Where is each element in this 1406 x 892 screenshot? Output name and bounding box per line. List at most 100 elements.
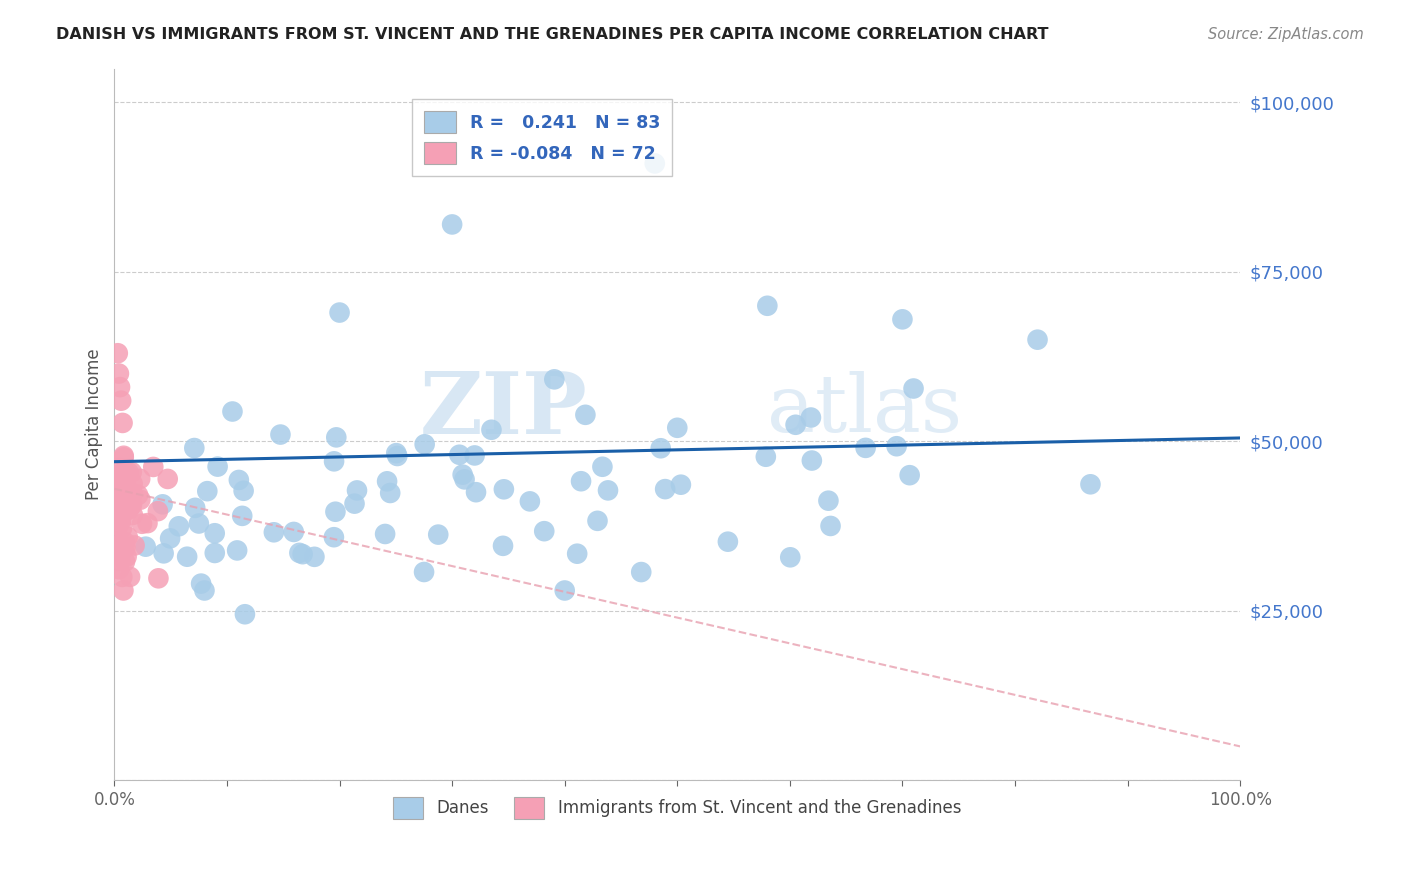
Point [129,492,152,507]
Point [855,441,877,455]
Point [574,408,596,422]
Point [193,583,215,598]
Point [190,576,212,591]
Point [112,450,135,465]
Point [717,534,740,549]
Point [152,497,174,511]
Point [800,410,823,425]
Point [107,497,129,511]
Point [114,465,136,479]
Point [121,487,143,501]
Point [898,468,921,483]
Point [118,501,141,516]
Point [630,565,652,579]
Point [325,430,347,444]
Point [114,555,136,569]
Point [107,493,129,508]
Point [385,446,408,460]
Point [110,393,132,408]
Point [374,527,396,541]
Point [131,516,153,531]
Point [233,607,256,622]
Point [195,484,218,499]
Point [167,519,190,533]
Point [108,504,131,518]
Point [127,488,149,502]
Point [120,570,142,584]
Point [110,544,132,558]
Point [451,467,474,482]
Point [492,483,515,497]
Point [114,540,136,554]
Point [159,532,181,546]
Point [817,493,839,508]
Text: DANISH VS IMMIGRANTS FROM ST. VINCENT AND THE GRENADINES PER CAPITA INCOME CORRE: DANISH VS IMMIGRANTS FROM ST. VINCENT AN… [56,27,1049,42]
Point [453,472,475,486]
Point [121,498,143,512]
Point [111,416,134,430]
Point [112,492,135,507]
Point [886,439,908,453]
Point [441,218,464,232]
Point [108,483,131,497]
Point [1026,333,1049,347]
Point [111,472,134,486]
Point [325,505,347,519]
Point [112,583,135,598]
Point [464,449,486,463]
Point [111,539,134,553]
Point [107,467,129,482]
Point [107,346,129,360]
Point [120,498,142,512]
Point [204,546,226,560]
Point [108,562,131,576]
Point [115,467,138,481]
Point [107,542,129,557]
Point [110,554,132,568]
Point [124,539,146,553]
Point [756,299,779,313]
Point [644,156,666,170]
Point [221,404,243,418]
Point [586,514,609,528]
Point [427,527,450,541]
Point [108,367,131,381]
Point [117,482,139,496]
Point [554,583,576,598]
Point [107,507,129,521]
Point [465,485,488,500]
Point [111,521,134,535]
Point [184,500,207,515]
Point [108,533,131,548]
Point [343,497,366,511]
Point [666,421,689,435]
Point [591,459,613,474]
Point [111,570,134,584]
Point [107,518,129,533]
Point [226,543,249,558]
Point [291,547,314,561]
Point [322,530,344,544]
Point [107,538,129,552]
Point [110,487,132,501]
Point [567,547,589,561]
Point [413,565,436,579]
Point [129,472,152,486]
Point [207,459,229,474]
Point [156,472,179,486]
Point [148,571,170,585]
Point [669,477,692,491]
Point [288,546,311,560]
Point [110,514,132,528]
Point [755,450,778,464]
Point [117,503,139,517]
Text: ZIP: ZIP [419,368,588,452]
Point [187,516,209,531]
Point [329,305,352,319]
Point [111,507,134,521]
Point [650,442,672,456]
Point [263,525,285,540]
Point [533,524,555,538]
Y-axis label: Per Capita Income: Per Capita Income [86,349,103,500]
Point [269,427,291,442]
